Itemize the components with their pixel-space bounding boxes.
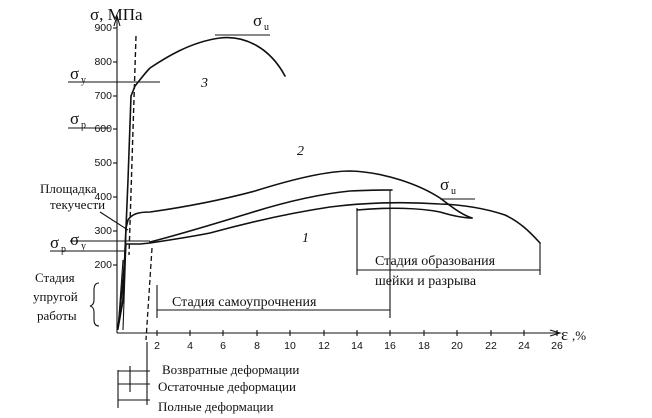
x-tick-label: 12 (318, 340, 330, 352)
x-tick-label: 20 (451, 340, 463, 352)
necking-stage-line-1: Стадия образования (375, 254, 496, 269)
y-axis-arrow (113, 14, 121, 27)
y-axis-label: σ, МПа (90, 5, 143, 24)
subscript-u: u (451, 186, 456, 197)
y-tick-label: 800 (94, 56, 112, 68)
y-tick-label: 200 (94, 259, 112, 271)
sigma-u-right-label: σ u (440, 175, 456, 197)
x-axis-arrow (549, 329, 562, 337)
subscript-y: y (81, 75, 86, 86)
deformation-brackets (117, 342, 150, 408)
curve-2-label: 2 (297, 144, 304, 159)
curve-2 (117, 170, 473, 329)
x-axis-symbol: ε (561, 325, 568, 344)
hardening-stage-label: Стадия самоупрочнения (172, 295, 317, 310)
return-deformation-label: Возвратные деформации (162, 362, 299, 377)
sigma-y-upper-label: σ y (70, 64, 86, 86)
x-tick-label: 4 (187, 340, 193, 352)
subscript-y: y (81, 241, 86, 252)
x-ticks: 2 4 6 8 10 12 14 16 18 20 22 24 26 (154, 330, 563, 352)
plateau-pointer (99, 211, 129, 231)
x-axis-unit: ,% (572, 328, 586, 343)
plateau-label-line-2: текучести (50, 197, 105, 212)
subscript-p: p (61, 244, 66, 255)
x-tick-label: 14 (351, 340, 363, 352)
y-tick-label: 400 (94, 191, 112, 203)
y-tick-label: 900 (94, 22, 112, 34)
x-tick-label: 24 (518, 340, 530, 352)
y-tick-label: 600 (94, 123, 112, 135)
elastic-stage-line-3: работы (37, 308, 77, 323)
elastic-stage-line-1: Стадия (35, 270, 75, 285)
elastic-stage-line-2: упругой (33, 289, 78, 304)
dashed-line-elastic-limit (128, 35, 137, 256)
sigma-symbol: σ (440, 175, 449, 194)
curve-inner (149, 189, 393, 243)
x-tick-label: 18 (418, 340, 430, 352)
x-tick-label: 10 (284, 340, 296, 352)
x-tick-label: 6 (220, 340, 226, 352)
subscript-u: u (264, 22, 269, 33)
curve-1-label: 1 (302, 231, 309, 246)
sigma-symbol: σ (70, 64, 79, 83)
elastic-line (117, 259, 124, 331)
sigma-symbol: σ (253, 11, 262, 30)
subscript-p: p (81, 120, 86, 131)
y-tick-label: 300 (94, 225, 112, 237)
curve-3 (117, 36, 286, 329)
x-tick-label: 16 (384, 340, 396, 352)
x-tick-label: 8 (254, 340, 260, 352)
curve-1 (117, 201, 541, 329)
necking-stage-line-2: шейки и разрыва (375, 274, 477, 289)
sigma-p-lower-label: σ p (50, 233, 66, 255)
y-tick-label: 700 (94, 90, 112, 102)
sigma-symbol: σ (50, 233, 59, 252)
sigma-u-top-label: σ u (253, 11, 269, 33)
elastic-stage-brace (89, 282, 100, 327)
curve-necking-lower (356, 207, 473, 219)
x-tick-label: 26 (551, 340, 563, 352)
sigma-p-upper-label: σ p (70, 109, 86, 131)
plateau-label-line-1: Площадка (40, 181, 97, 196)
sigma-symbol: σ (70, 230, 79, 249)
dashed-line-unloading (145, 247, 153, 341)
sigma-symbol: σ (70, 109, 79, 128)
x-tick-label: 2 (154, 340, 160, 352)
y-tick-label: 500 (94, 157, 112, 169)
elastic-line-2 (122, 243, 127, 331)
x-tick-label: 22 (485, 340, 497, 352)
sigma-y-lower-label: σ y (70, 230, 86, 252)
y-ticks: 200 300 400 500 600 700 800 900 (94, 22, 117, 271)
total-deformation-label: Полные деформации (158, 399, 274, 414)
residual-deformation-label: Остаточные деформации (158, 379, 296, 394)
curve-3-label: 3 (200, 76, 208, 91)
